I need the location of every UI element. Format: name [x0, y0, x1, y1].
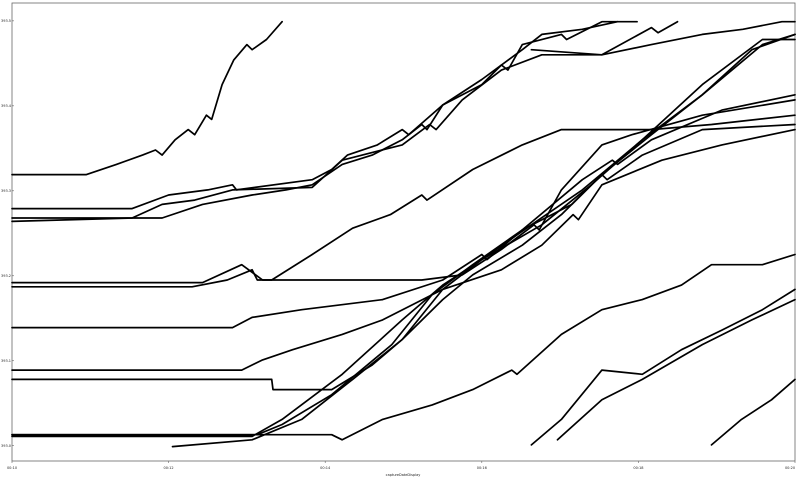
series-lines: [11, 20, 796, 448]
x-tick-label: 00:12: [164, 466, 174, 470]
y-tick-label: 393.4: [1, 104, 12, 108]
plot-frame: [11, 2, 796, 462]
x-tick-label: 00:18: [633, 466, 643, 470]
x-tick-label: 00:10: [7, 466, 17, 470]
series-line: [710, 378, 796, 446]
series-line: [530, 20, 796, 56]
y-tick-label: 393.2: [1, 274, 11, 278]
series-line: [171, 33, 796, 448]
y-tick-label: 393.0: [1, 444, 11, 448]
series-line: [11, 128, 796, 371]
y-tick-label: 393.3: [1, 189, 11, 193]
x-tick-label: 00:20: [785, 466, 795, 470]
series-line: [11, 20, 679, 223]
series-line: [11, 20, 283, 176]
series-line: [530, 288, 796, 446]
x-tick-label: 00:16: [477, 466, 487, 470]
x-axis-label: captureDateDisplay: [386, 473, 421, 477]
series-line: [556, 298, 796, 441]
series-line: [11, 20, 638, 210]
series-line: [11, 123, 796, 391]
series-line: [11, 253, 796, 441]
series-line: [11, 93, 796, 329]
axis-ticks: 393.0 393.1 393.2 393.3 393.4 393.5 00:10 00:12…: [1, 19, 796, 470]
series-line: [11, 99, 796, 284]
y-tick-label: 393.1: [1, 359, 11, 363]
x-tick-label: 00:14: [320, 466, 331, 470]
series-line: [11, 20, 619, 219]
y-tick-label: 393.5: [1, 19, 11, 23]
series-line: [11, 114, 796, 288]
